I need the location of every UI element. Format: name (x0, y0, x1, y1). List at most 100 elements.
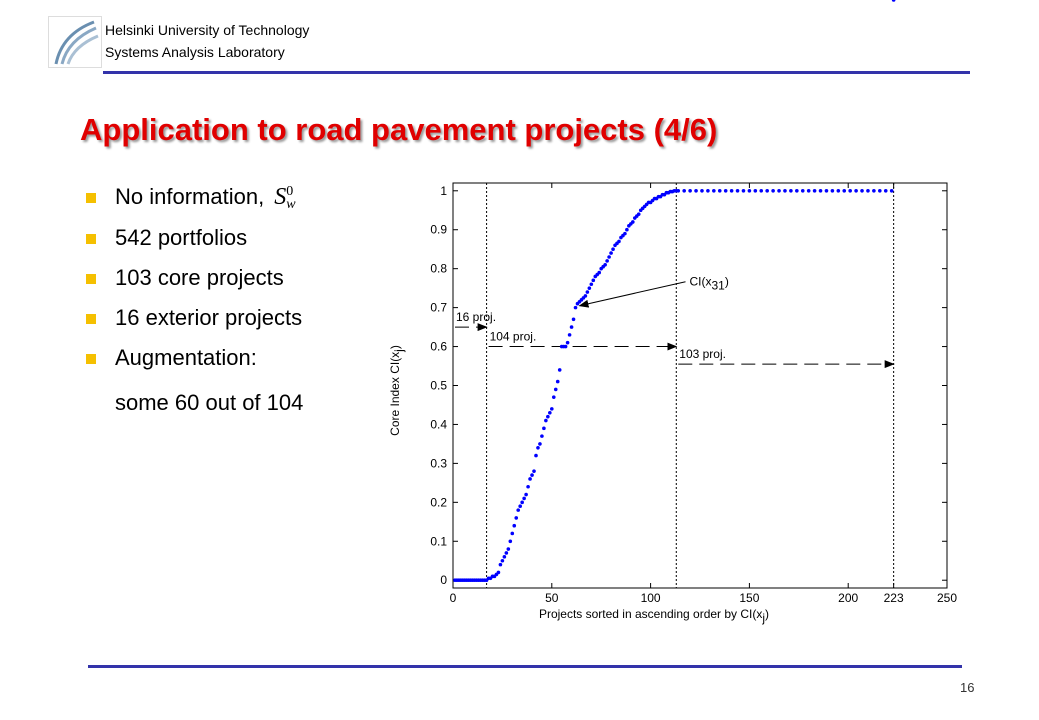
data-point (883, 188, 888, 193)
data-point (555, 379, 560, 384)
x-tick-label: 250 (937, 591, 957, 605)
data-point (508, 539, 513, 544)
data-point (520, 500, 524, 505)
data-point (536, 446, 540, 450)
logo (48, 16, 102, 68)
xlabel-end: ) (765, 607, 769, 621)
ylabel-text: Core Index CI(x (388, 352, 402, 436)
ylabel: Core Index CI(xj) (388, 345, 406, 436)
callout-end: ) (725, 275, 729, 289)
data-point (872, 188, 876, 193)
data-point (753, 188, 758, 193)
range-label: 103 proj. (679, 347, 726, 361)
x-tick-label: 100 (641, 591, 661, 605)
data-point (571, 317, 576, 322)
data-point (783, 188, 787, 193)
bullet-marker (86, 354, 96, 364)
bullet-text: 16 exterior projects (115, 305, 302, 331)
data-point (800, 188, 805, 193)
data-point (830, 188, 835, 193)
data-point (603, 262, 607, 267)
math-base: S (274, 184, 287, 210)
data-point (563, 344, 568, 349)
data-point (518, 504, 522, 509)
callout-arrow (578, 281, 686, 308)
y-tick-label: 0.5 (430, 379, 447, 393)
bullet-text: 103 core projects (115, 265, 284, 291)
data-point (528, 477, 532, 481)
data-point (607, 255, 611, 259)
data-point (526, 484, 530, 489)
data-point (557, 368, 562, 372)
plot-frame (452, 182, 948, 589)
x-tick-label: 200 (838, 591, 858, 605)
xlabel-sub: j (761, 611, 765, 625)
data-point (538, 442, 542, 446)
data-point (524, 492, 528, 497)
bullet-label: Augmentation: (115, 345, 257, 370)
y-tick-label: 0.8 (430, 262, 447, 276)
data-point (729, 188, 734, 193)
bullet-continuation: some 60 out of 104 (115, 390, 304, 415)
y-tick-label: 0 (440, 573, 447, 587)
data-point (700, 188, 704, 193)
ylabel-end: ) (388, 345, 402, 349)
bullet-marker (86, 274, 96, 284)
x-tick-label: 50 (545, 591, 559, 605)
callout-text: CI(x (690, 275, 712, 289)
data-point (866, 188, 870, 193)
data-point (889, 188, 894, 193)
data-point (516, 508, 521, 512)
data-point (589, 282, 594, 287)
data-point (548, 410, 552, 415)
data-point (551, 395, 556, 399)
math-sup: 0 (286, 184, 294, 200)
data-point (848, 188, 852, 193)
data-point (712, 188, 716, 193)
y-tick-label: 0.2 (430, 495, 447, 509)
data-point (496, 570, 501, 575)
data-point (530, 473, 534, 477)
data-point (502, 555, 507, 559)
data-point (777, 188, 781, 193)
data-point (510, 531, 515, 536)
rule (103, 71, 970, 74)
y-tick-label: 0.6 (430, 340, 447, 354)
data-point (706, 188, 710, 193)
data-point (585, 290, 590, 294)
data-point (597, 270, 602, 275)
data-point (854, 188, 858, 193)
data-point (609, 251, 613, 255)
data-point (631, 220, 635, 224)
data-point (636, 212, 641, 216)
callout-label: CI(x31) (690, 275, 729, 293)
data-point (504, 551, 509, 555)
data-point (591, 278, 596, 283)
data-point (534, 453, 538, 458)
data-point (587, 286, 592, 290)
data-point (498, 562, 503, 567)
data-point (583, 294, 588, 298)
y-tick-label: 0.4 (430, 417, 447, 431)
data-point (625, 227, 629, 232)
callout-sub: 31 (712, 279, 726, 293)
data-point (741, 188, 746, 193)
y-tick-label: 0.1 (430, 534, 447, 548)
data-point (818, 188, 823, 193)
data-point (617, 239, 621, 244)
data-point (611, 247, 615, 252)
data-point (842, 188, 847, 193)
header-line: Helsinki University of Technology (105, 22, 310, 38)
xlabel: Projects sorted in ascending order by CI… (539, 607, 769, 625)
data-point (522, 496, 526, 501)
x-tick-label: 223 (884, 591, 904, 605)
data-point (812, 188, 817, 193)
bullet-marker (86, 234, 96, 244)
data-point (506, 547, 511, 551)
data-point (500, 558, 505, 563)
data-point (569, 325, 574, 329)
data-point (532, 469, 536, 473)
data-point (824, 188, 829, 193)
